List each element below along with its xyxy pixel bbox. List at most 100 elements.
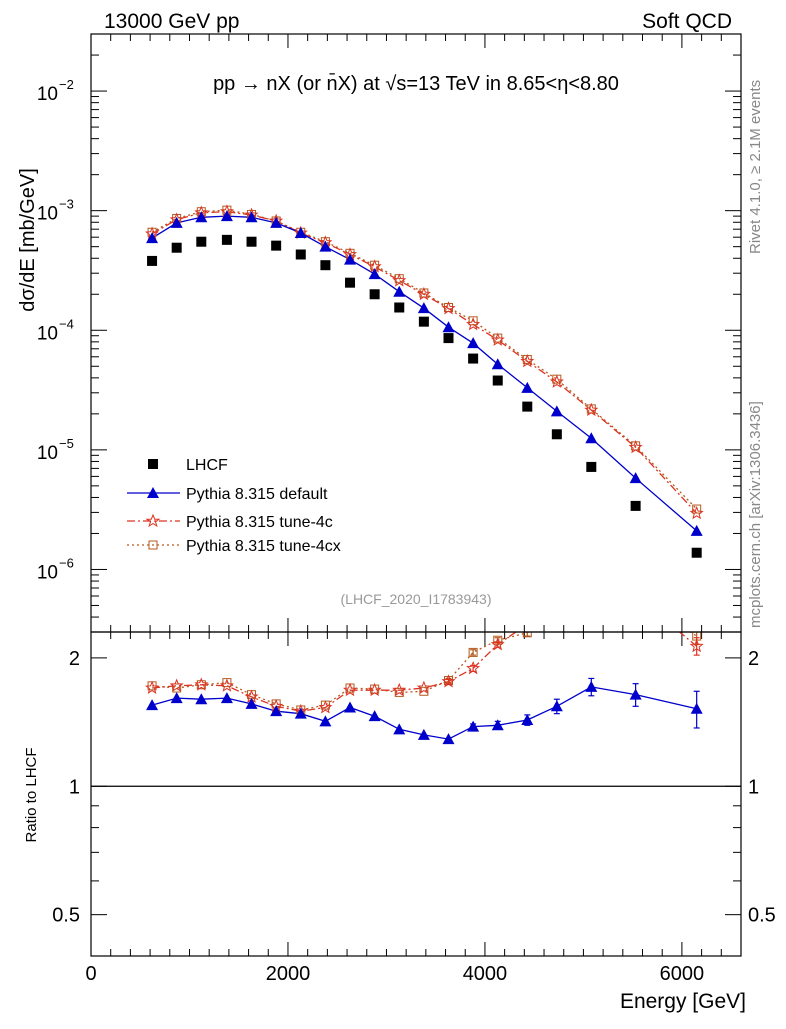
ratio-y-axis-label: Ratio to LHCF [23, 747, 40, 842]
ratio-point-default [220, 692, 233, 704]
ratio-point-default [585, 680, 598, 692]
x-tick-label: 6000 [660, 963, 705, 985]
ratio-point-default [550, 700, 563, 712]
ratio-point-default [195, 693, 208, 705]
x-axis-label: Energy [GeV] [620, 990, 746, 1013]
legend-entry-lhcf: LHCF [148, 457, 228, 474]
legend-marker-tune4c [145, 513, 161, 528]
point-data [394, 302, 405, 313]
point-default [146, 232, 159, 244]
y-tick-exponent: −3 [59, 197, 74, 212]
ratio-point-default [294, 707, 307, 719]
ratio-point-default [344, 701, 357, 713]
ratio-point-default [170, 692, 183, 704]
ratio-line-default [151, 686, 697, 740]
point-tune4c [490, 332, 505, 346]
point-data [443, 333, 454, 344]
ratio-point-tune4c [219, 678, 234, 692]
y-tick-exponent: −5 [59, 436, 74, 451]
ratio-frame [90, 631, 742, 957]
point-tune4c [628, 439, 643, 454]
point-data [691, 547, 702, 558]
y-tick-label: 10 [37, 204, 58, 225]
ratio-point-tune4c [416, 680, 431, 694]
point-data [271, 240, 282, 251]
x-tick-label: 0 [85, 963, 96, 985]
ratio-point-tune4cx [419, 686, 429, 696]
point-data [295, 249, 306, 260]
point-default [294, 227, 307, 239]
point-tune4c [689, 505, 704, 520]
legend: LHCF Pythia 8.315 default Pythia 8.315 t… [127, 457, 341, 555]
point-tune4c [416, 286, 431, 301]
ratio-point-tune4c [689, 638, 704, 653]
point-default [220, 210, 233, 222]
ratio-point-tune4c [194, 677, 209, 691]
ratio-y-tick-label: 1 [69, 776, 80, 798]
legend-entry-tune4c: Pythia 8.315 tune-4c [127, 513, 333, 531]
y-tick-exponent: −6 [59, 555, 74, 570]
ratio-point-default [146, 699, 159, 711]
point-default [245, 211, 258, 223]
legend-label-default: Pythia 8.315 default [186, 486, 328, 503]
ratio-line-tune4c [152, 632, 698, 712]
point-default [585, 432, 598, 444]
point-data [147, 255, 158, 266]
ratio-point-tune4c [367, 682, 382, 697]
ratio-point-tune4c [169, 678, 184, 692]
point-tune4c [441, 301, 456, 315]
point-tune4c [392, 273, 407, 287]
x-tick-label: 2000 [266, 963, 311, 985]
point-data [221, 234, 232, 245]
ratio-point-tune4c [145, 680, 160, 694]
legend-entry-default: Pythia 8.315 default [127, 486, 328, 503]
ratio-point-tune4c [490, 637, 505, 651]
point-data [492, 375, 503, 386]
point-default [550, 405, 563, 417]
ratio-point-tune4cx [468, 647, 478, 657]
point-default [521, 381, 534, 393]
point-default [270, 216, 283, 228]
point-data [369, 289, 380, 300]
ratio-point-tune4c [318, 700, 333, 714]
point-tune4c [520, 353, 535, 368]
y-tick-exponent: −4 [59, 316, 74, 331]
legend-marker-tune4cx [148, 540, 158, 550]
point-tune4c [584, 402, 599, 417]
ratio-y-tick-label-right: 1 [748, 776, 759, 798]
point-data [196, 236, 207, 247]
point-default [629, 472, 642, 484]
legend-marker-lhcf [148, 459, 158, 469]
header-right: Soft QCD [642, 10, 732, 33]
ratio-y-tick-label-right: 2 [748, 648, 759, 670]
header-left: 13000 GeV pp [104, 10, 239, 33]
ratio-point-default [491, 719, 504, 731]
point-data [630, 500, 641, 511]
y-tick-label: 10 [37, 443, 58, 464]
point-default [491, 358, 504, 370]
legend-marker-default [147, 487, 159, 498]
ratio-y-tick-label-right: 0.5 [748, 905, 776, 927]
ratio-point-tune4c [466, 661, 481, 675]
point-data [320, 260, 331, 271]
y-axis-label: dσ/dE [mb/GeV] [17, 168, 39, 312]
ratio-series-group [145, 632, 704, 745]
ratio-point-default [245, 697, 258, 709]
series-line-tune4cx [151, 209, 698, 510]
ratio-point-default [442, 733, 455, 745]
ratio-point-tune4cx [172, 683, 182, 693]
point-tune4cx [468, 316, 478, 326]
point-data [551, 429, 562, 440]
point-data [468, 353, 479, 364]
series-line-default [151, 215, 698, 532]
legend-label-lhcf: LHCF [186, 457, 228, 474]
watermark-label: (LHCF_2020_I1783943) [341, 591, 492, 607]
legend-label-tune4c: Pythia 8.315 tune-4c [186, 514, 333, 531]
y-tick-label: 10 [37, 562, 58, 583]
ratio-point-default [417, 728, 430, 740]
point-default [690, 524, 703, 536]
x-tick-label: 4000 [463, 963, 508, 985]
point-default [442, 321, 455, 333]
main-plot-title: pp → nX (or n̄X) at √s=13 TeV in 8.65<η<… [213, 72, 619, 95]
